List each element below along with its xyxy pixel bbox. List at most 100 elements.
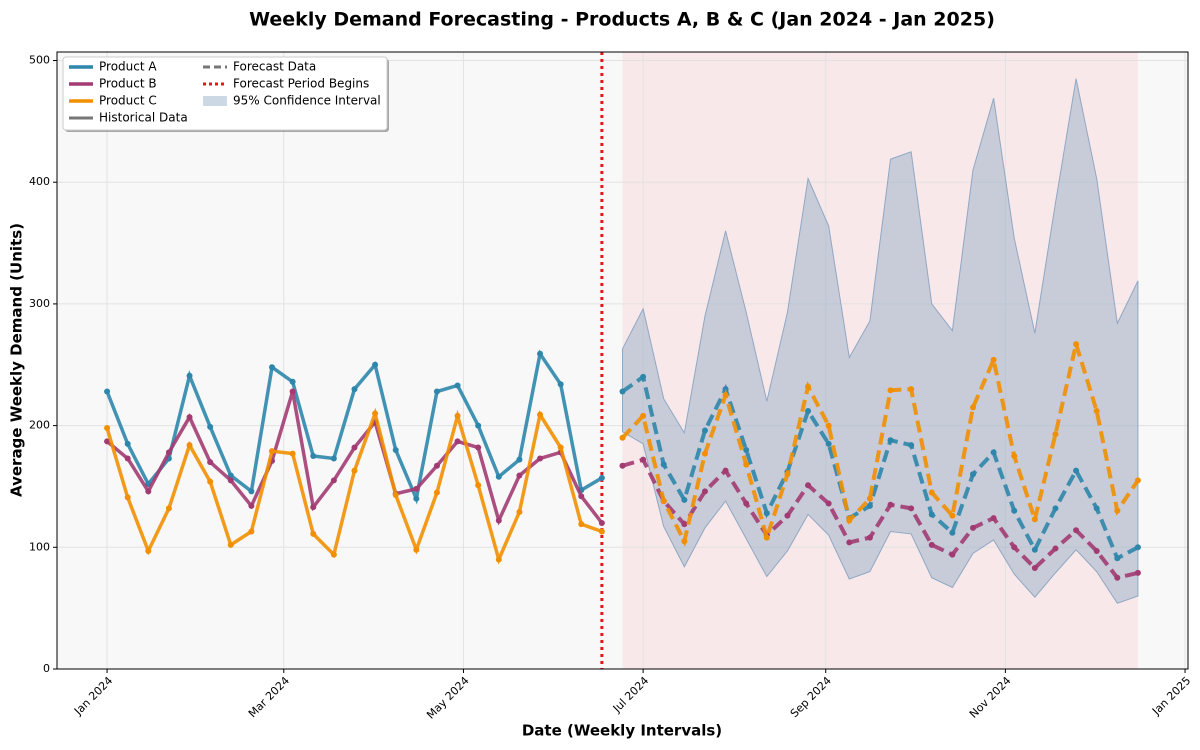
data-point [1134,544,1141,551]
data-point [722,386,729,393]
data-point [475,482,482,489]
data-point [825,440,832,447]
data-point [516,472,523,479]
data-point [681,496,688,503]
data-point [949,551,956,558]
data-point [248,502,255,509]
x-tick-label: Sep 2024 [788,674,834,720]
data-point [743,461,750,468]
data-point [433,462,440,469]
data-point [454,412,461,419]
data-point [227,541,234,548]
data-point [701,427,708,434]
data-point [825,422,832,429]
data-point [866,534,873,541]
legend-label: 95% Confidence Interval [233,94,381,108]
data-point [351,467,358,474]
data-point [1031,516,1038,523]
data-point [372,361,379,368]
data-point [805,408,812,415]
data-point [1134,477,1141,484]
data-point [908,442,915,449]
legend: Product A Product B Product C Historical Da… [62,56,389,132]
data-point [310,504,317,511]
data-point [227,477,234,484]
data-point [495,556,502,563]
data-point [207,423,214,430]
x-tick-label: May 2024 [424,674,472,722]
data-point [619,388,626,395]
data-point [145,547,152,554]
data-point [413,495,420,502]
data-point [969,404,976,411]
chart-title: Weekly Demand Forecasting - Products A, … [249,9,995,31]
data-point [289,388,296,395]
series-line [621,373,1139,562]
data-point [1093,408,1100,415]
data-point [1073,467,1080,474]
data-point [1031,564,1038,571]
data-point [330,551,337,558]
data-point [1134,569,1141,576]
legend-swatch [203,96,227,106]
data-point [310,530,317,537]
legend-box [62,56,388,131]
y-tick-label: 500 [29,54,50,67]
data-point [640,456,647,463]
data-point [557,381,564,388]
data-point [743,446,750,453]
legend-label: Forecast Period Begins [233,77,369,91]
data-point [351,386,358,393]
data-point [104,438,111,445]
data-point [825,500,832,507]
data-point [908,505,915,512]
data-point [124,455,131,462]
series-line [621,457,1139,580]
data-point [124,494,131,501]
data-point [104,388,111,395]
data-point [330,455,337,462]
data-point [104,425,111,432]
legend-label: Forecast Data [233,60,316,74]
data-point [846,539,853,546]
data-point [516,509,523,516]
data-point [722,392,729,399]
data-point [310,453,317,460]
data-point [1011,544,1018,551]
data-point [1093,505,1100,512]
data-point [392,446,399,453]
data-point [537,350,544,357]
y-tick-label: 400 [29,175,50,188]
data-point [969,524,976,531]
data-point [805,482,812,489]
y-tick-label: 200 [29,419,50,432]
data-point [289,450,296,457]
data-point [165,449,172,456]
data-point [537,411,544,418]
data-point [1114,507,1121,514]
data-point [619,462,626,469]
data-point [454,382,461,389]
data-point [186,414,193,421]
data-point [866,495,873,502]
data-point [743,500,750,507]
data-point [372,410,379,417]
data-point [928,489,935,496]
data-point [598,528,605,535]
data-point [908,386,915,393]
x-tick-label: Jan 2024 [71,674,115,718]
data-point [681,538,688,545]
data-point [578,521,585,528]
data-point [949,529,956,536]
data-point [701,488,708,495]
data-point [1073,527,1080,534]
forecast-shade [622,52,1138,669]
data-point [495,473,502,480]
data-point [1011,453,1018,460]
data-point [990,356,997,363]
data-point [969,471,976,478]
data-point [1011,507,1018,514]
data-point [1114,555,1121,562]
legend-label: Product C [99,94,157,108]
data-point [784,512,791,519]
